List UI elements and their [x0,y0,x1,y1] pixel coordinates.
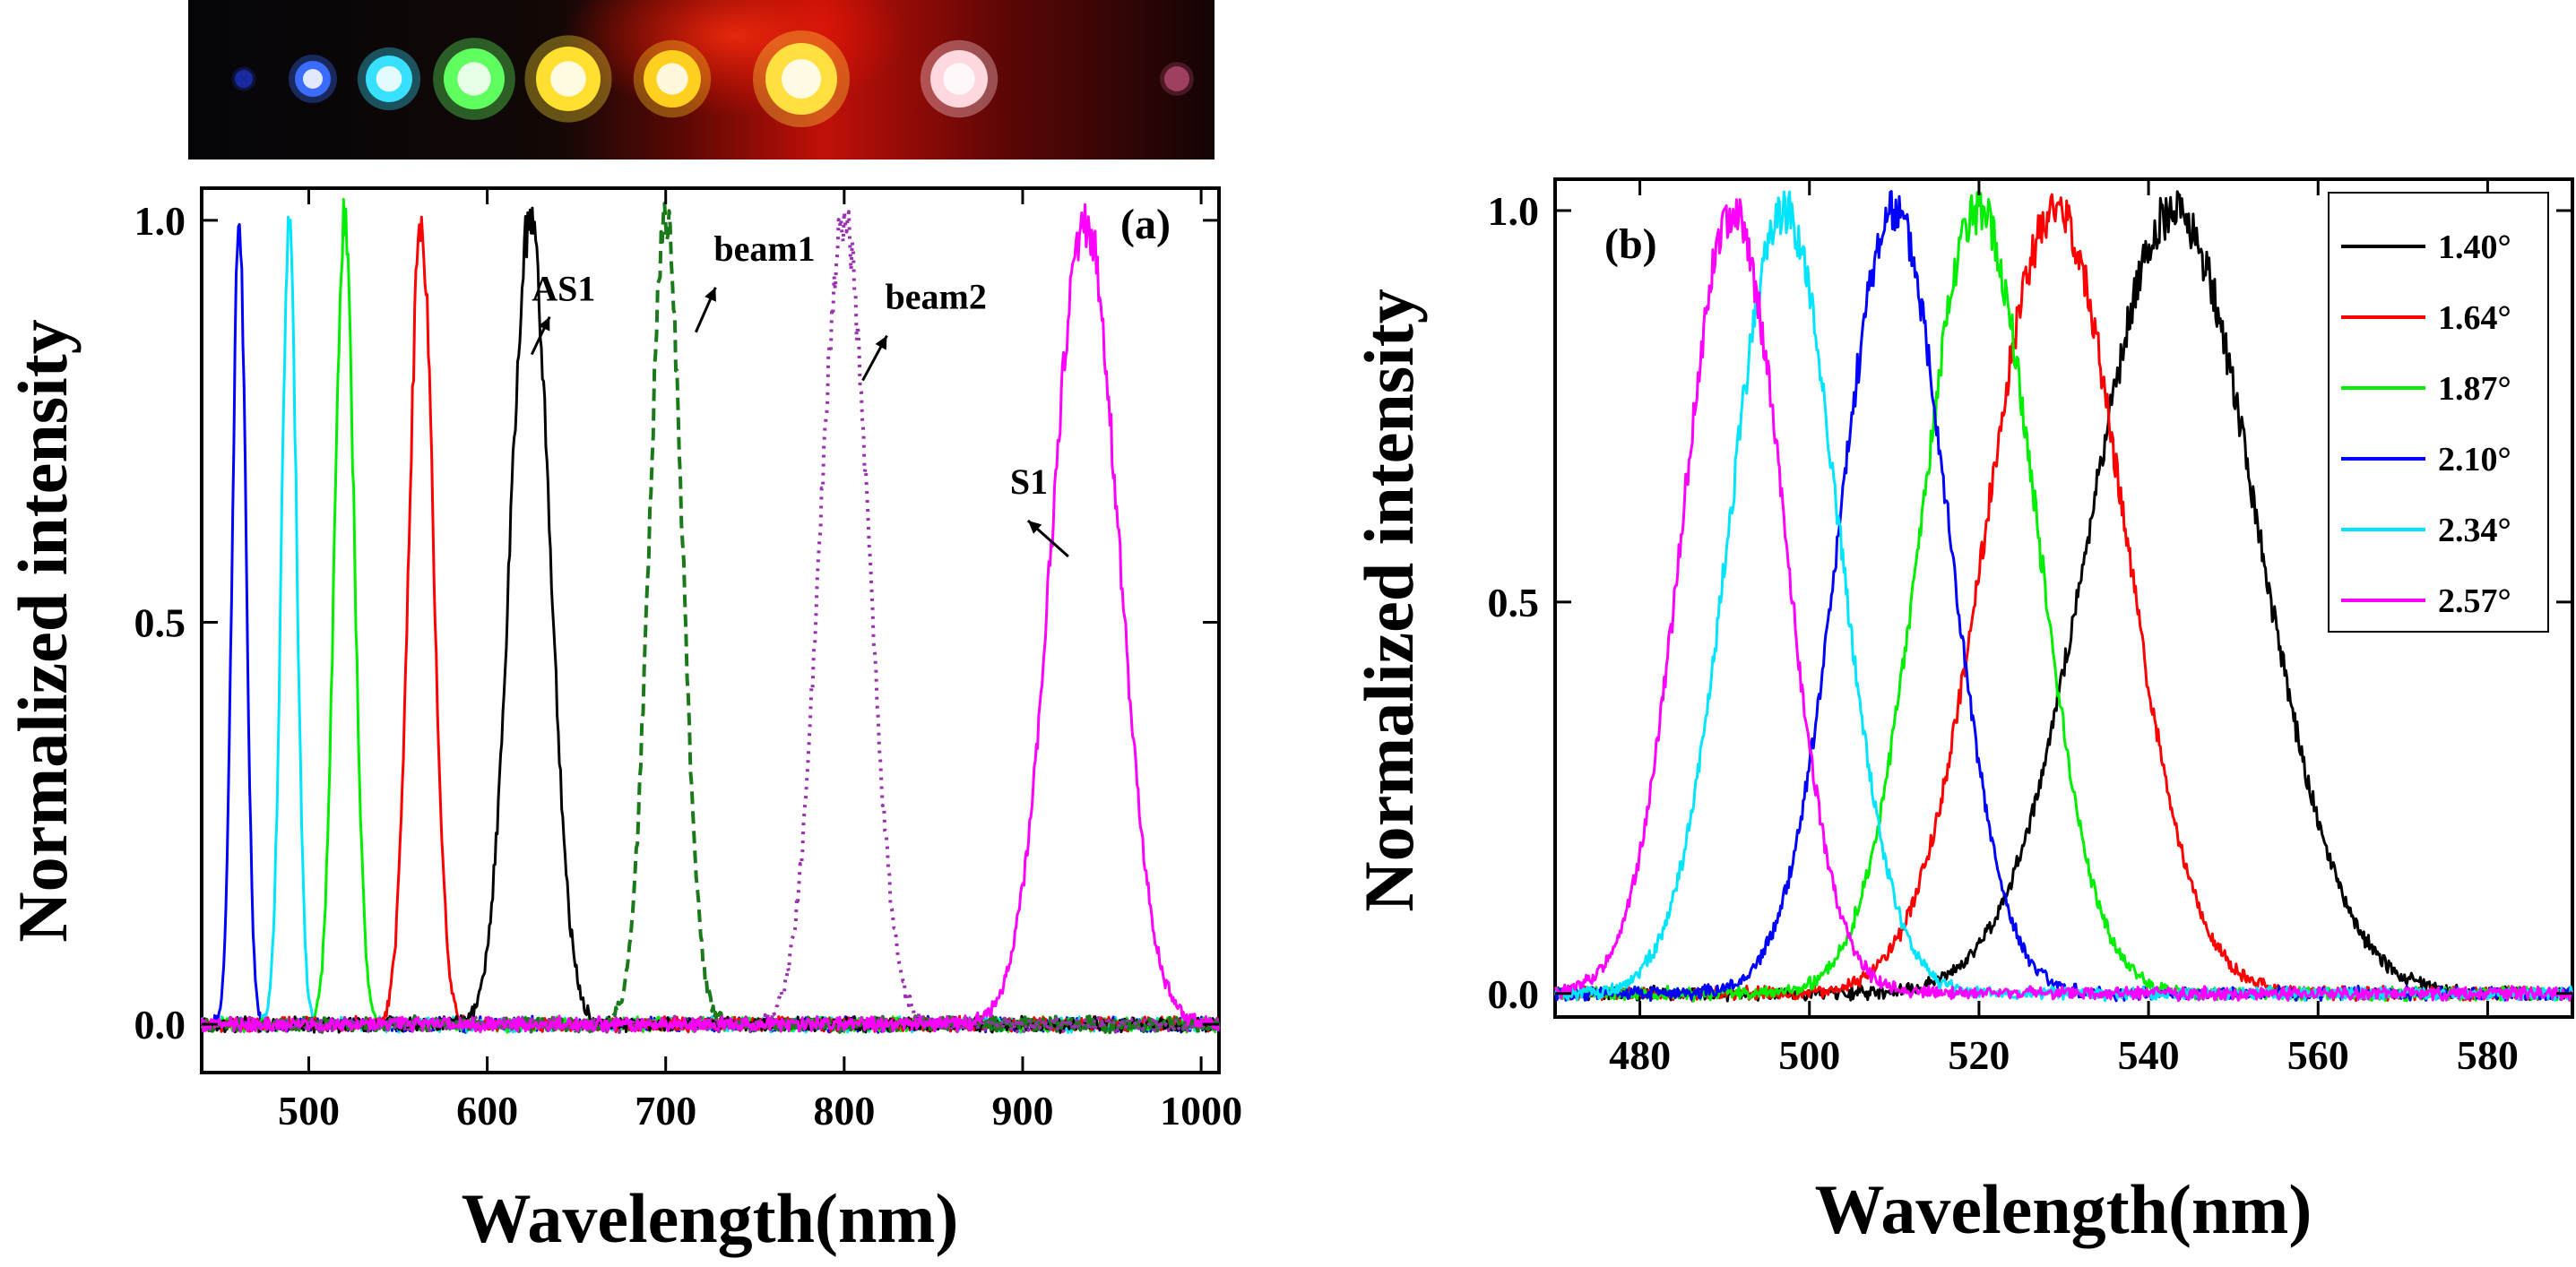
photo-spot-core [550,61,586,97]
panel-b-y-axis-title: Normalized intensity [1350,289,1428,911]
legend-label-1-64: 1.64° [2438,299,2511,337]
photo-spot [1164,66,1189,91]
x-tick-label: 540 [2118,1032,2180,1078]
photo-spot-core [457,62,491,96]
legend-label-1-40: 1.40° [2438,228,2511,266]
legend-label-2-57: 2.57° [2438,582,2511,620]
photo-spot-core [782,59,821,99]
photo-spot-core [303,69,323,89]
x-tick-label: 800 [813,1088,875,1133]
y-tick-label: 1.0 [134,198,186,244]
legend-label-2-34: 2.34° [2438,512,2511,549]
photo-strip-spots [231,30,1194,127]
y-tick-label: 0.5 [1488,580,1540,625]
annotation-as1: AS1 [532,269,595,309]
photo-strip [188,0,1215,159]
annotation-beam1: beam1 [713,228,815,269]
photo-spot-core [656,63,688,95]
x-tick-label: 520 [1948,1032,2010,1078]
annotation-arrowhead [538,316,550,332]
x-tick-label: 600 [456,1088,518,1133]
x-tick-label: 900 [991,1088,1053,1133]
panel-a-y-axis-title: Normalized intensity [4,319,82,942]
y-tick-label: 0.0 [1488,971,1540,1017]
panel-b-legend: 1.40° 1.64° 1.87° 2.10° 2.34° 2.57° [2328,192,2549,633]
panel-a-frame [200,186,1221,1074]
annotation-s1: S1 [1010,461,1048,502]
annotation-beam2: beam2 [886,277,987,317]
panel-b-frame [1553,177,2574,1019]
panel-a-chart: 500 600 700 800 900 1000 0.0 0.5 1.0 AS1 beam1 bea… [4,186,1242,1257]
x-tick-label: 1000 [1160,1088,1242,1133]
annotation-arrowhead [1027,520,1042,534]
panel-b-plot-area [1554,190,2573,1003]
panel-a-annotations: AS1 beam1 beam2 S1 [530,228,1069,558]
panel-b-legend-box [2328,192,2549,633]
x-tick-label: 580 [2457,1032,2519,1078]
series-line-s1 [201,203,1220,1034]
annotation-arrowhead [875,335,887,350]
panel-a-ticks: 500 600 700 800 900 1000 0.0 0.5 1.0 [134,188,1242,1133]
panel-a-x-axis-title: Wavelength(nm) [462,1179,959,1257]
panel-b-chart: 480 500 520 540 560 580 0.0 0.5 1.0 (b) Waveleng… [1350,177,2574,1248]
y-tick-label: 1.0 [1488,188,1540,234]
series-line-green [201,197,1220,1034]
x-tick-label: 700 [635,1088,696,1133]
panel-b-x-axis-title: Wavelength(nm) [1815,1170,2312,1248]
panel-b-ticks: 480 500 520 540 560 580 0.0 0.5 1.0 [1488,179,2572,1078]
panel-a-plot-area [200,197,1221,1035]
photo-spot [235,70,253,88]
y-tick-label: 0.0 [134,1002,186,1047]
x-tick-label: 480 [1609,1032,1671,1078]
legend-label-2-10: 2.10° [2438,441,2511,478]
y-tick-label: 0.5 [134,600,186,646]
x-tick-label: 500 [1778,1032,1840,1078]
x-tick-label: 560 [2287,1032,2349,1078]
panel-a-label: (a) [1120,201,1171,248]
x-tick-label: 500 [278,1088,340,1133]
legend-label-1-87: 1.87° [2438,370,2511,408]
photo-spot-core [943,63,975,95]
photo-spot-core [376,65,402,92]
annotation-arrowhead [705,287,716,302]
series-line-2-57 [1554,198,2573,1003]
panel-b-label: (b) [1604,220,1657,268]
